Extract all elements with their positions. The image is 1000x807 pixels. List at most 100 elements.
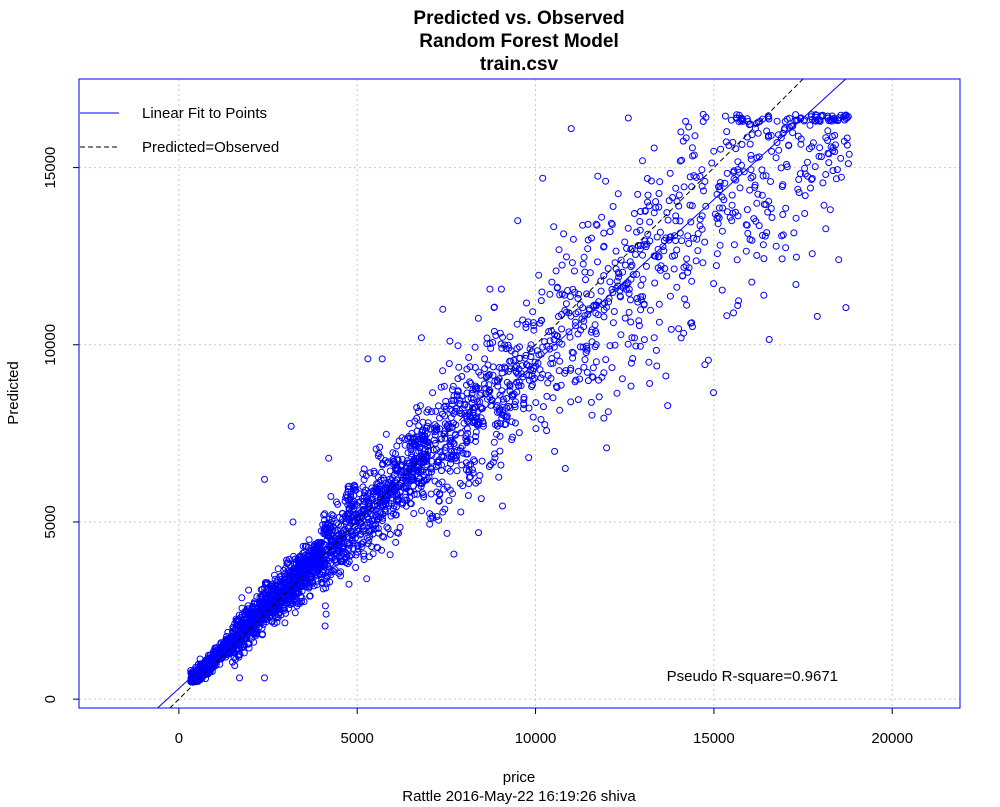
scatter-point [474,418,482,426]
scatter-point [449,382,457,390]
scatter-point [765,132,773,140]
scatter-point [364,355,372,363]
scatter-point [778,232,786,240]
scatter-point [617,331,625,339]
scatter-point [550,336,558,343]
scatter-point [481,365,489,373]
scatter-point [568,259,576,267]
scatter-point [535,271,543,279]
scatter-point [605,298,613,306]
scatter-point [409,435,417,443]
scatter-point [415,463,423,471]
scatter-point [395,529,402,537]
scatter-point [456,400,464,408]
scatter-point [491,421,499,429]
scatter-point [636,218,644,225]
scatter-point [490,438,498,446]
scatter-point [308,568,316,576]
scatter-point [370,487,378,495]
scatter-point [551,331,559,339]
scatter-point [626,258,634,266]
scatter-point [529,319,537,327]
scatter-point [611,259,619,267]
scatter-point [298,598,305,605]
scatter-point [790,229,798,237]
scatter-point [584,377,592,385]
scatter-point [332,498,340,506]
scatter-point [238,604,246,612]
scatter-point [547,360,555,368]
scatter-point [522,351,530,359]
scatter-point [611,341,619,349]
scatter-point [546,290,554,298]
scatter-point [248,604,256,612]
scatter-point [677,128,685,136]
scatter-point [296,566,304,573]
scatter-point [305,581,313,589]
x-tick-label: 10000 [515,730,557,747]
y-axis-ticks: 0 5000 10000 15000 [42,147,79,703]
scatter-point [510,390,518,398]
scatter-point [372,525,380,533]
scatter-point [635,322,643,330]
scatter-point [747,174,755,182]
scatter-point [341,548,349,556]
scatter-point [574,396,582,404]
scatter-point [326,552,334,560]
scatter-point [394,456,402,464]
scatter-point [645,358,653,366]
scatter-point [375,482,383,490]
scatter-point [701,238,709,246]
scatter-point [624,224,632,232]
scatter-point [541,421,549,429]
scatter-point [688,277,696,285]
scatter-point [511,419,519,427]
scatter-point [459,482,467,490]
scatter-point [360,527,368,535]
scatter-point [588,373,596,381]
scatter-point [499,502,506,510]
scatter-point [625,308,633,316]
scatter-point [618,375,626,383]
scatter-point [700,187,707,195]
scatter-point [370,469,378,477]
scatter-point [509,433,516,441]
scatter-point [715,204,723,212]
scatter-point [485,463,493,470]
scatter-point [595,393,603,401]
scatter-point [291,570,299,578]
scatter-point [777,134,785,142]
scatter-point [346,517,354,524]
scatter-point [834,117,842,125]
scatter-point [285,604,293,612]
scatter-point [515,429,523,437]
scatter-point [751,124,759,132]
scatter-point [413,490,421,498]
scatter-point [735,297,743,305]
scatter-point [338,509,346,517]
scatter-point [734,166,742,174]
scatter-point [511,350,519,358]
scatter-point [721,112,729,120]
scatter-point [413,414,421,422]
scatter-point [627,246,635,253]
scatter-point [627,359,635,367]
scatter-point [572,318,579,326]
scatter-point [346,501,354,509]
scatter-point [832,141,839,149]
scatter-point [569,349,577,357]
scatter-point [519,316,527,324]
scatter-point [644,230,652,238]
scatter-point [680,263,688,271]
scatter-point [427,464,434,472]
scatter-point [602,356,610,364]
scatter-point [465,474,473,481]
scatter-point [427,490,435,498]
scatter-point [395,495,403,503]
scatter-point [831,116,839,124]
scatter-point [594,172,602,180]
scatter-point [282,609,290,617]
scatter-point [446,486,454,494]
scatter-point [608,221,616,228]
scatter-point [829,147,837,155]
